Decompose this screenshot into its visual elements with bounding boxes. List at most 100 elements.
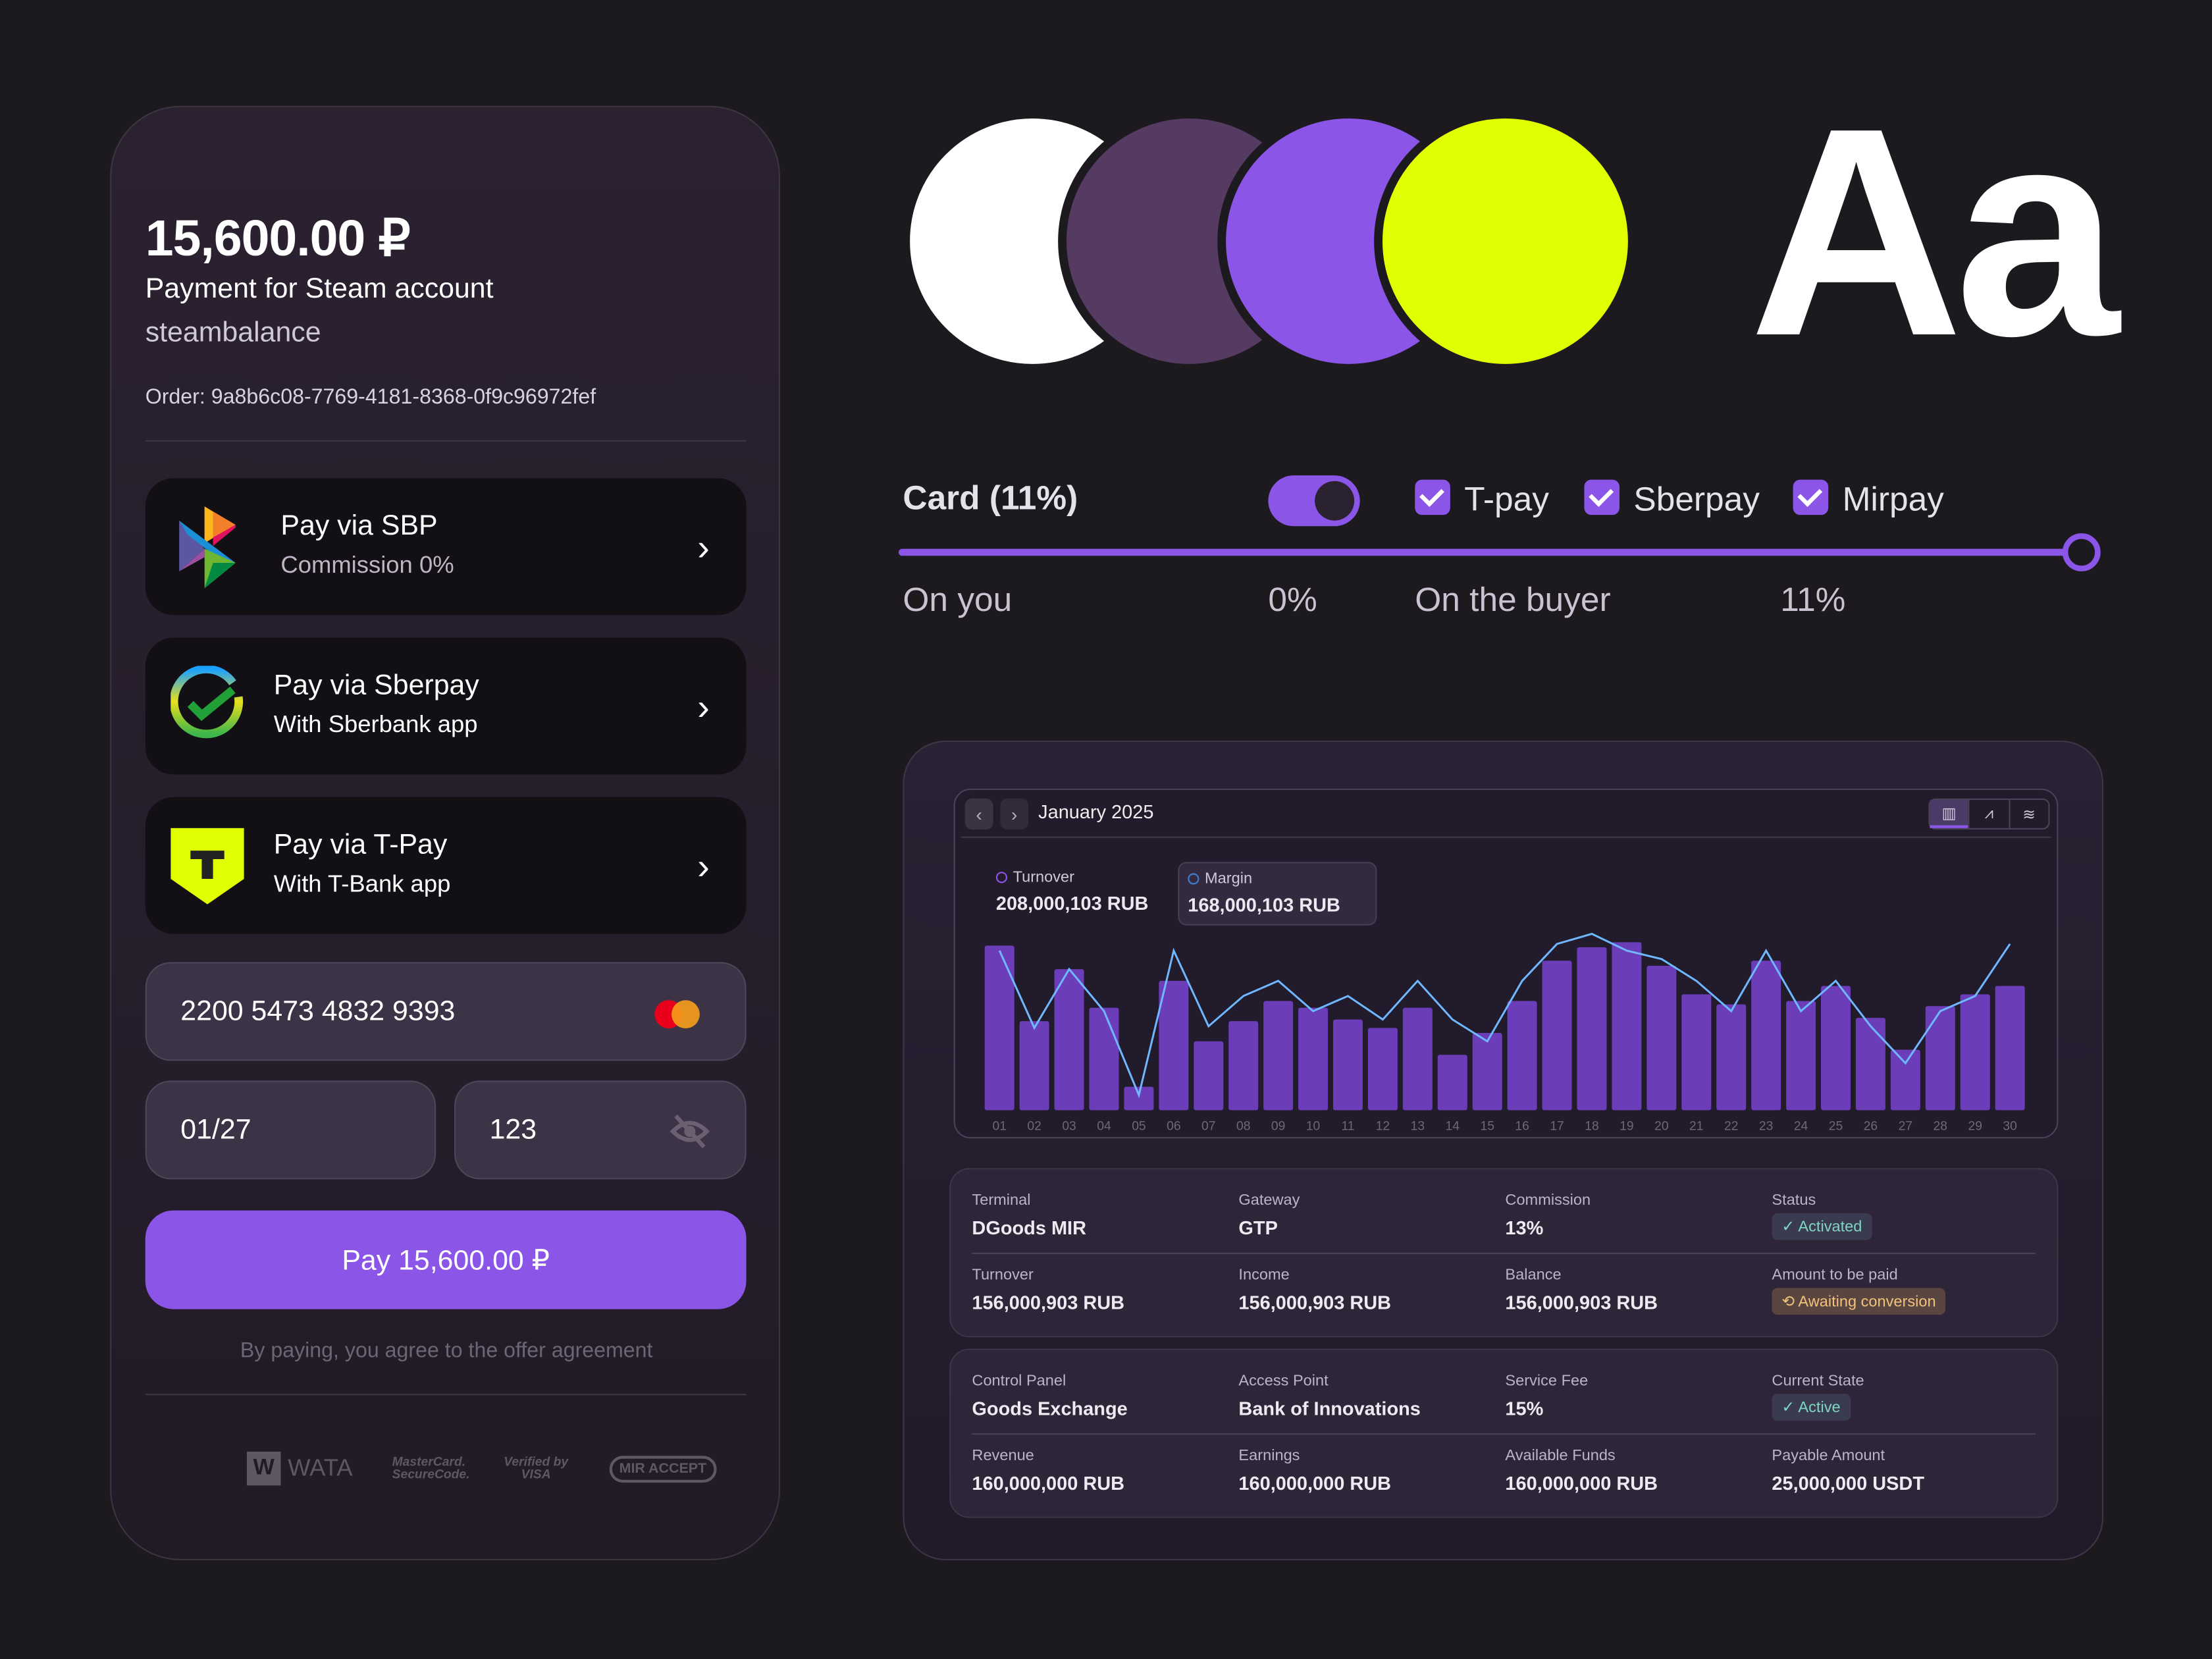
turnover-bar[interactable]	[1577, 947, 1607, 1111]
turnover-bar[interactable]	[1681, 994, 1712, 1111]
line-chart-icon[interactable]: ≋	[2008, 800, 2049, 828]
turnover-bar[interactable]	[1298, 1007, 1329, 1111]
bar-line-chart-icon[interactable]: ⩘	[1968, 800, 2009, 828]
security-logos: W WATA MasterCard. SecureCode. Verified …	[247, 1448, 717, 1490]
merchant-name: steambalance	[145, 317, 321, 349]
x-tick-label: 02	[1027, 1119, 1041, 1133]
info-label: Payable Amount	[1772, 1447, 1885, 1465]
cvv-value: 123	[489, 1113, 537, 1145]
method-sbp[interactable]: Pay via SBP Commission 0% ›	[145, 478, 747, 616]
divider	[961, 836, 2051, 838]
prev-month-button[interactable]: ‹	[964, 798, 993, 830]
offer-agreement-link[interactable]: By paying, you agree to the offer agreem…	[240, 1338, 653, 1363]
on-buyer-label: On the buyer	[1415, 581, 1611, 619]
x-tick-label: 16	[1515, 1119, 1529, 1133]
x-tick-label: 14	[1446, 1119, 1460, 1133]
info-value: Goods Exchange	[972, 1398, 1128, 1419]
turnover-bar[interactable]	[1821, 986, 1851, 1111]
turnover-bar[interactable]	[1890, 1049, 1920, 1111]
chart-panel: ‹ › January 2025 ▥ ⩘ ≋ Turnover 208,000,…	[953, 788, 2059, 1139]
turnover-bar[interactable]	[1159, 980, 1189, 1111]
expiry-input[interactable]: 01/27	[145, 1080, 436, 1180]
turnover-bar[interactable]	[1542, 961, 1572, 1111]
turnover-bar[interactable]	[1332, 1019, 1363, 1111]
x-tick-label: 28	[1934, 1119, 1947, 1133]
on-you-label: On you	[903, 581, 1013, 619]
tbank-logo-icon	[171, 828, 244, 905]
commission-toggle[interactable]	[1268, 475, 1360, 527]
checkbox-checked-icon[interactable]	[1793, 479, 1829, 515]
method-subtitle: With T-Bank app	[273, 870, 451, 897]
on-buyer-value: 11%	[1780, 581, 1846, 619]
eye-off-icon[interactable]	[669, 1113, 711, 1150]
x-tick-label: 07	[1201, 1119, 1215, 1133]
mir-accept-logo: MIR ACCEPT	[609, 1455, 717, 1483]
turnover-bar[interactable]	[1507, 1001, 1537, 1111]
turnover-bar[interactable]	[1472, 1033, 1502, 1111]
info-label: Available Funds	[1505, 1447, 1616, 1465]
x-tick-label: 09	[1271, 1119, 1285, 1133]
x-tick-label: 22	[1724, 1119, 1738, 1133]
turnover-bar[interactable]	[1612, 942, 1642, 1111]
turnover-bar[interactable]	[1925, 1006, 1955, 1111]
x-tick-label: 29	[1968, 1119, 1982, 1133]
method-sberpay[interactable]: Pay via Sberpay With Sberbank app ›	[145, 637, 747, 775]
turnover-bar[interactable]	[1089, 1007, 1119, 1111]
x-tick-label: 25	[1829, 1119, 1843, 1133]
legend-margin[interactable]: Margin 168,000,103 RUB	[1178, 862, 1377, 926]
turnover-bar[interactable]	[1786, 1001, 1816, 1111]
turnover-bar[interactable]	[1716, 1004, 1747, 1111]
cvv-input[interactable]: 123	[454, 1080, 747, 1180]
turnover-value: 208,000,103 RUB	[995, 893, 1149, 914]
turnover-bar[interactable]	[1402, 1007, 1433, 1111]
option-sberpay[interactable]: Sberpay	[1584, 479, 1760, 521]
turnover-bar[interactable]	[1019, 1021, 1049, 1111]
turnover-bar[interactable]	[1228, 1021, 1259, 1111]
turnover-bar[interactable]	[984, 945, 1014, 1111]
turnover-chart: 01 02 03 04 05 06 07 08 09 10 11 12 13 14 15 16 17 18 19 20…	[984, 932, 2025, 1133]
bar-chart-icon[interactable]: ▥	[1930, 800, 1968, 828]
payment-description: Payment for Steam account	[145, 273, 494, 305]
x-tick-label: 26	[1864, 1119, 1878, 1133]
x-tick-label: 08	[1236, 1119, 1250, 1133]
legend-label: Margin	[1205, 870, 1253, 887]
info-label: Amount to be paid	[1772, 1267, 1898, 1284]
card-number-input[interactable]: 2200 5473 4832 9393	[145, 962, 747, 1061]
turnover-bar[interactable]	[1263, 1001, 1294, 1111]
option-mirpay[interactable]: Mirpay	[1793, 479, 1944, 521]
info-value: 15%	[1505, 1398, 1544, 1419]
method-tpay[interactable]: Pay via T-Pay With T-Bank app ›	[145, 797, 747, 934]
info-cell: Current State ✓ Active	[1772, 1373, 2026, 1421]
mastercard-securecode-logo: MasterCard. SecureCode.	[392, 1454, 470, 1481]
turnover-bar[interactable]	[1437, 1055, 1467, 1111]
info-cell: Amount to be paid ⟲ Awaiting conversion	[1772, 1267, 2026, 1315]
info-value: DGoods MIR	[972, 1217, 1086, 1239]
info-label: Income	[1238, 1267, 1290, 1284]
x-tick-label: 12	[1376, 1119, 1390, 1133]
turnover-bar[interactable]	[1995, 986, 2025, 1111]
checkbox-checked-icon[interactable]	[1415, 479, 1450, 515]
turnover-bar[interactable]	[1367, 1028, 1398, 1111]
option-tpay[interactable]: T-pay	[1415, 479, 1549, 521]
commission-slider-handle[interactable]	[2062, 533, 2101, 571]
turnover-bar[interactable]	[1124, 1086, 1154, 1111]
pay-button[interactable]: Pay 15,600.00 ₽	[145, 1210, 747, 1309]
turnover-bar[interactable]	[1855, 1018, 1885, 1111]
turnover-bar[interactable]	[1646, 965, 1677, 1111]
info-cell: Income 156,000,903 RUB	[1238, 1267, 1492, 1313]
turnover-bar[interactable]	[1054, 969, 1084, 1111]
next-month-button[interactable]: ›	[1000, 798, 1029, 830]
checkbox-checked-icon[interactable]	[1584, 479, 1620, 515]
turnover-bar[interactable]	[1194, 1041, 1224, 1111]
info-label: Access Point	[1238, 1373, 1329, 1390]
turnover-bar[interactable]	[1960, 994, 1990, 1111]
card-commission-label: Card (11%)	[903, 479, 1078, 518]
x-tick-label: 24	[1794, 1119, 1808, 1133]
status-badge: ✓ Active	[1772, 1394, 1851, 1421]
typography-sample: Aa	[1749, 66, 2119, 398]
turnover-bar[interactable]	[1751, 961, 1781, 1111]
commission-slider-track[interactable]	[899, 548, 2081, 556]
x-tick-label: 23	[1759, 1119, 1773, 1133]
info-cell: Earnings 160,000,000 RUB	[1238, 1448, 1492, 1494]
x-tick-label: 20	[1654, 1119, 1668, 1133]
